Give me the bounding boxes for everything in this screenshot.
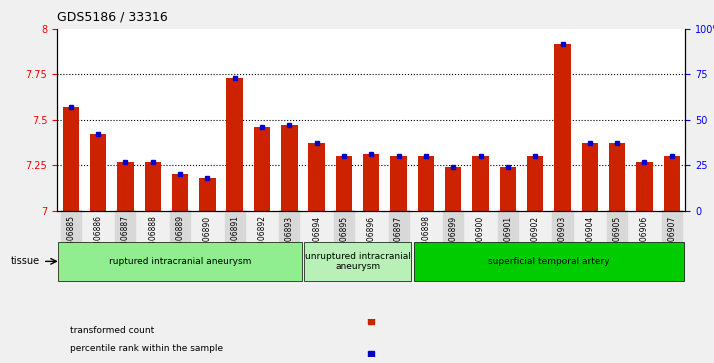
Bar [663, 156, 680, 211]
Bar [445, 167, 461, 211]
Bar [609, 143, 625, 211]
Bar [117, 162, 134, 211]
Bar [527, 156, 543, 211]
Bar [63, 107, 79, 211]
Text: unruptured intracranial
aneurysm: unruptured intracranial aneurysm [305, 252, 411, 271]
FancyBboxPatch shape [304, 242, 411, 281]
Bar [473, 156, 489, 211]
Text: transformed count: transformed count [70, 326, 154, 335]
Bar [336, 156, 352, 211]
Bar [391, 156, 407, 211]
Text: superficial temporal artery: superficial temporal artery [488, 257, 610, 266]
FancyBboxPatch shape [413, 242, 684, 281]
Bar [308, 143, 325, 211]
Bar [554, 44, 570, 211]
Bar [172, 174, 188, 211]
Bar [253, 127, 270, 211]
Text: tissue: tissue [11, 256, 40, 266]
Bar [226, 78, 243, 211]
Bar [500, 167, 516, 211]
FancyBboxPatch shape [59, 242, 301, 281]
Bar [363, 154, 379, 211]
Bar [90, 134, 106, 211]
Text: ruptured intracranial aneurysm: ruptured intracranial aneurysm [109, 257, 251, 266]
Text: GDS5186 / 33316: GDS5186 / 33316 [57, 11, 168, 24]
Bar [281, 125, 298, 211]
Bar [199, 178, 216, 211]
Bar [418, 156, 434, 211]
Bar [636, 162, 653, 211]
Bar [582, 143, 598, 211]
Bar [144, 162, 161, 211]
Text: percentile rank within the sample: percentile rank within the sample [70, 344, 223, 353]
